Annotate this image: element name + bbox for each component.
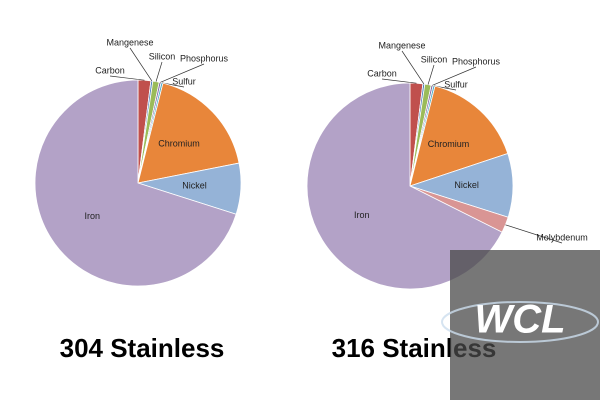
logo-background <box>450 250 600 400</box>
leader-line <box>401 50 425 85</box>
slice-label: Nickel <box>454 180 479 190</box>
leader-line <box>129 47 153 82</box>
slice-label: Molybdenum <box>536 232 588 242</box>
chart-title: 304 Stainless <box>60 333 225 363</box>
leader-line <box>505 224 563 244</box>
slice-label: Silicon <box>149 51 176 61</box>
leader-line <box>427 64 435 85</box>
pie-slice <box>34 79 237 287</box>
pie-slice <box>137 82 240 184</box>
leader-line <box>155 61 163 82</box>
slice-label: Silicon <box>421 54 448 64</box>
slice-label: Nickel <box>182 181 207 191</box>
slice-label: Phosphorus <box>180 53 229 63</box>
slice-label: Mangenese <box>378 40 425 50</box>
slice-label: Iron <box>85 211 101 221</box>
leader-line <box>160 63 205 83</box>
pie-slice <box>409 85 509 187</box>
leader-line <box>109 75 145 81</box>
logo: WCL <box>474 298 565 342</box>
slice-label: Phosphorus <box>452 56 501 66</box>
leader-line <box>432 66 477 86</box>
slice-label: Sulfur <box>444 79 468 89</box>
logo-swoosh <box>441 301 599 343</box>
slice-label: Chromium <box>428 139 470 149</box>
slice-label: Sulfur <box>172 76 196 86</box>
slice-label: Chromium <box>158 138 200 148</box>
leader-line <box>381 78 417 84</box>
slice-label: Carbon <box>367 68 397 78</box>
slice-label: Iron <box>354 210 370 220</box>
slice-label: Mangenese <box>106 37 153 47</box>
slice-label: Carbon <box>95 65 125 75</box>
